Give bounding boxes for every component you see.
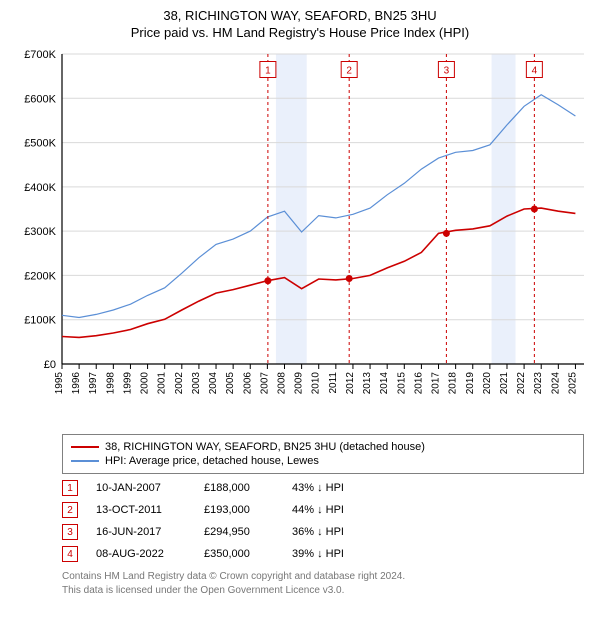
event-delta: 43% ↓ HPI [292, 482, 382, 494]
event-row: 1 10-JAN-2007 £188,000 43% ↓ HPI [62, 480, 584, 496]
svg-text:1: 1 [265, 66, 271, 77]
event-date: 13-OCT-2011 [96, 504, 186, 516]
svg-text:2013: 2013 [362, 372, 373, 395]
svg-text:2015: 2015 [396, 372, 407, 395]
attribution-line2: This data is licensed under the Open Gov… [62, 584, 584, 598]
svg-text:2017: 2017 [431, 372, 442, 395]
event-badge: 3 [62, 524, 78, 540]
svg-text:2011: 2011 [328, 372, 339, 394]
svg-text:2002: 2002 [174, 372, 185, 395]
event-badge: 1 [62, 480, 78, 496]
svg-text:2001: 2001 [157, 372, 168, 395]
event-price: £193,000 [204, 504, 274, 516]
event-badge: 2 [62, 502, 78, 518]
title-line2: Price paid vs. HM Land Registry's House … [6, 25, 594, 40]
chart-svg: £0 £100K £200K £300K £400K £500K £600K £700K 199… [6, 46, 594, 426]
legend-item: 38, RICHINGTON WAY, SEAFORD, BN25 3HU (d… [71, 441, 575, 453]
event-badge: 4 [62, 546, 78, 562]
event-price: £294,950 [204, 526, 274, 538]
event-price: £350,000 [204, 548, 274, 560]
svg-text:3: 3 [444, 66, 450, 77]
legend: 38, RICHINGTON WAY, SEAFORD, BN25 3HU (d… [62, 434, 584, 474]
event-row: 3 16-JUN-2017 £294,950 36% ↓ HPI [62, 524, 584, 540]
svg-text:2023: 2023 [533, 372, 544, 395]
svg-text:2005: 2005 [225, 372, 236, 395]
svg-text:£600K: £600K [24, 93, 56, 105]
svg-text:2018: 2018 [448, 372, 459, 395]
legend-label: 38, RICHINGTON WAY, SEAFORD, BN25 3HU (d… [105, 441, 425, 453]
event-row: 2 13-OCT-2011 £193,000 44% ↓ HPI [62, 502, 584, 518]
legend-item: HPI: Average price, detached house, Lewe… [71, 455, 575, 467]
event-price: £188,000 [204, 482, 274, 494]
svg-text:2: 2 [346, 66, 352, 77]
svg-text:2006: 2006 [242, 372, 253, 395]
event-date: 08-AUG-2022 [96, 548, 186, 560]
svg-text:1996: 1996 [71, 372, 82, 395]
svg-text:2020: 2020 [482, 372, 493, 395]
svg-text:2025: 2025 [567, 372, 578, 395]
svg-text:2000: 2000 [140, 372, 151, 395]
chart: £0 £100K £200K £300K £400K £500K £600K £700K 199… [6, 46, 594, 426]
svg-text:2004: 2004 [208, 372, 219, 395]
svg-text:2016: 2016 [413, 372, 424, 395]
svg-text:2007: 2007 [259, 372, 270, 395]
svg-text:2009: 2009 [294, 372, 305, 395]
event-date: 16-JUN-2017 [96, 526, 186, 538]
chart-title-block: 38, RICHINGTON WAY, SEAFORD, BN25 3HU Pr… [6, 8, 594, 40]
svg-text:2008: 2008 [276, 372, 287, 395]
svg-text:2024: 2024 [550, 372, 561, 395]
event-delta: 39% ↓ HPI [292, 548, 382, 560]
svg-text:£500K: £500K [24, 138, 56, 150]
title-line1: 38, RICHINGTON WAY, SEAFORD, BN25 3HU [6, 8, 594, 23]
svg-text:2010: 2010 [311, 372, 322, 395]
legend-swatch [71, 460, 99, 462]
event-delta: 44% ↓ HPI [292, 504, 382, 516]
svg-text:1997: 1997 [88, 372, 99, 395]
svg-text:2012: 2012 [345, 372, 356, 395]
event-date: 10-JAN-2007 [96, 482, 186, 494]
legend-swatch [71, 446, 99, 448]
svg-text:£400K: £400K [24, 182, 56, 194]
svg-text:4: 4 [532, 66, 538, 77]
event-delta: 36% ↓ HPI [292, 526, 382, 538]
svg-text:£200K: £200K [24, 270, 56, 282]
svg-text:£0: £0 [44, 359, 56, 371]
svg-text:2014: 2014 [379, 372, 390, 395]
svg-text:£300K: £300K [24, 226, 56, 238]
attribution-line1: Contains HM Land Registry data © Crown c… [62, 570, 584, 584]
events-table: 1 10-JAN-2007 £188,000 43% ↓ HPI 2 13-OC… [62, 480, 584, 562]
svg-text:1995: 1995 [54, 372, 65, 395]
event-row: 4 08-AUG-2022 £350,000 39% ↓ HPI [62, 546, 584, 562]
svg-text:1998: 1998 [105, 372, 116, 395]
svg-text:2003: 2003 [191, 372, 202, 395]
svg-text:£700K: £700K [24, 49, 56, 61]
svg-text:2021: 2021 [499, 372, 510, 395]
svg-text:£100K: £100K [24, 315, 56, 327]
attribution: Contains HM Land Registry data © Crown c… [62, 570, 584, 597]
legend-label: HPI: Average price, detached house, Lewe… [105, 455, 319, 467]
svg-text:2022: 2022 [516, 372, 527, 395]
svg-text:2019: 2019 [465, 372, 476, 395]
svg-text:1999: 1999 [122, 372, 133, 395]
